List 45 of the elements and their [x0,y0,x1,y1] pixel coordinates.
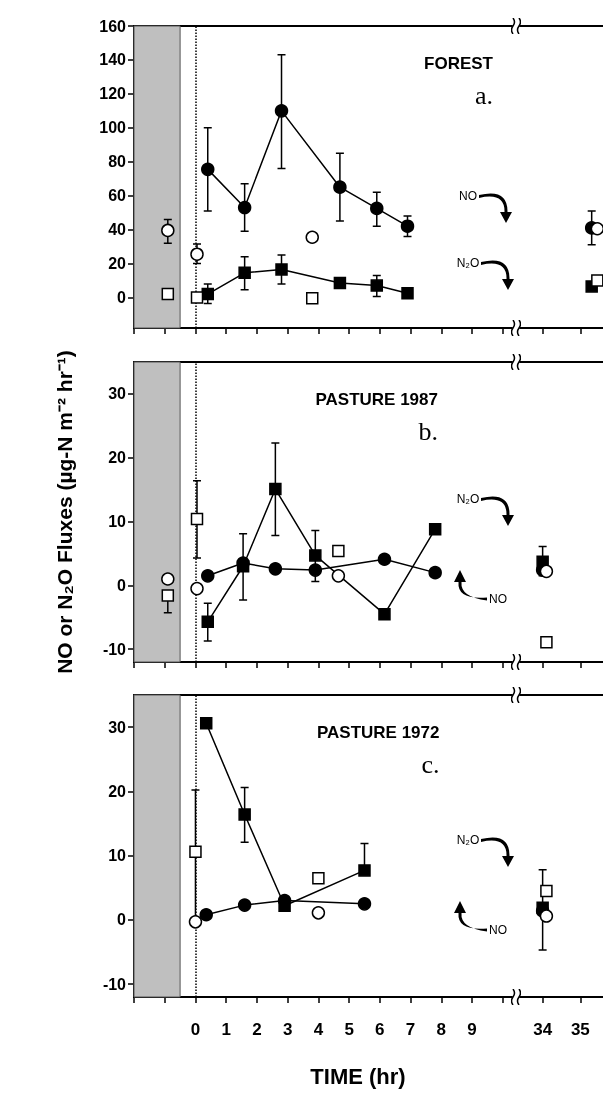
y-tick-label: 20 [108,782,127,800]
y-tick-label: 100 [99,119,127,137]
y-tick-label: 160 [99,17,127,35]
text: FOREST [424,54,494,73]
y-tick-label: -10 [102,640,127,658]
x-tick-label: 5 [344,1020,354,1039]
x-tick-label: 7 [405,1020,416,1039]
x-tick-label: 34 [533,1020,553,1039]
x-tick-label: 2 [252,1020,262,1039]
text: PASTURE 1972 [316,723,440,742]
y-tick-label: 10 [108,847,127,865]
text: b. [418,416,438,446]
x-tick-label: 8 [436,1020,447,1039]
y-axis-title: NO or N₂O Fluxes (µg-N m⁻² hr⁻¹) [52,350,77,674]
y-tick-label: 80 [108,153,127,171]
y-tick-label: 140 [99,51,127,69]
x-tick-label: 9 [467,1020,477,1039]
x-tick-label: 35 [570,1020,590,1039]
y-tick-label: 30 [108,385,127,403]
annotation: NO [489,922,507,937]
annotation: N₂O [456,833,480,848]
y-tick-label: 0 [117,911,127,929]
y-tick-label: 20 [108,449,127,467]
x-tick-label: 6 [375,1020,385,1039]
y-tick-label: 60 [108,187,127,205]
y-tick-label: 10 [108,513,127,531]
x-tick-label: 4 [313,1020,324,1039]
annotation: N₂O [456,492,480,507]
y-tick-label: 0 [117,288,127,306]
annotation: N₂O [456,256,480,271]
x-axis-title: TIME (hr) [310,1063,406,1089]
y-tick-label: 0 [117,576,127,594]
y-tick-label: 20 [108,255,127,273]
y-tick-label: 40 [108,221,127,239]
y-tick-label: 30 [108,718,127,736]
x-tick-label: 0 [190,1020,201,1039]
y-tick-label: 120 [99,85,127,103]
text: c. [421,749,440,779]
y-tick-label: -10 [102,975,127,993]
annotation: NO [489,591,507,606]
annotation: NO [459,189,477,204]
x-tick-label: 3 [282,1020,293,1039]
x-tick-label: 1 [221,1020,231,1039]
text: a. [474,80,494,110]
text: PASTURE 1987 [315,390,438,409]
